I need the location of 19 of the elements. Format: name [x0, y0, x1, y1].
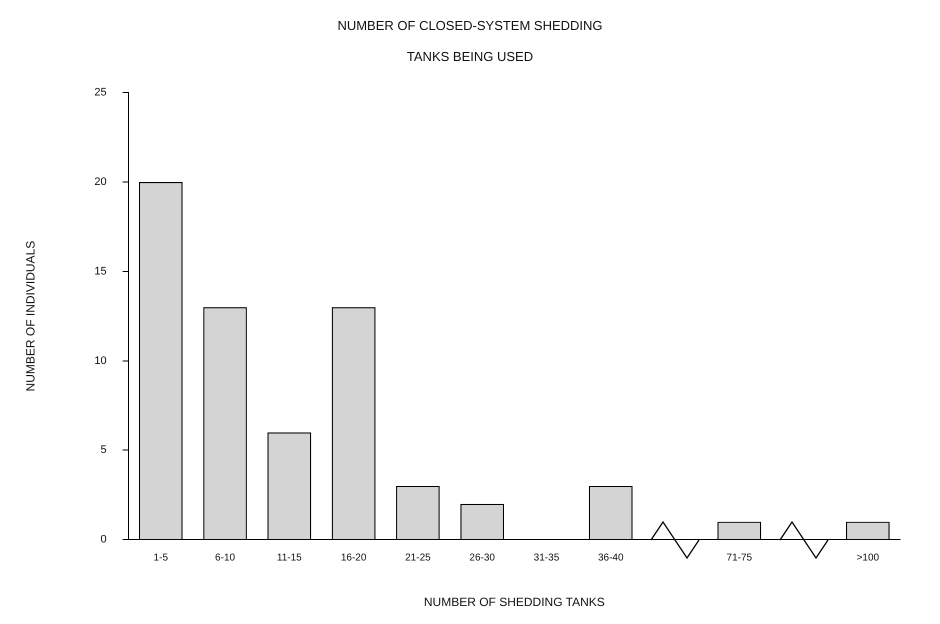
x-tick-label: 26-30 [469, 552, 496, 564]
x-axis-title: NUMBER OF SHEDDING TANKS [424, 595, 605, 610]
y-axis-title: NUMBER OF INDIVIDUALS [24, 240, 38, 392]
x-tick-label: 1-5 [154, 552, 168, 564]
y-tick-label: 25 [94, 86, 107, 99]
y-tick-label: 10 [94, 354, 107, 367]
x-tick-label: 11-15 [276, 552, 302, 564]
x-tick-label: 31-35 [534, 552, 560, 564]
x-tick-label: 21-25 [405, 552, 432, 564]
x-tick-label: >100 [856, 552, 880, 564]
y-tick-label: 15 [94, 265, 107, 278]
x-tick-label: 36-40 [598, 552, 624, 564]
x-tick-label: 71-75 [726, 552, 753, 564]
chart-title: NUMBER OF CLOSED-SYSTEM SHEDDING TANKS BEING USED [337, 18, 603, 64]
x-tick-label: 16-20 [340, 552, 367, 564]
x-tick-label: 6-10 [215, 552, 236, 564]
y-tick-label: 20 [94, 176, 107, 188]
y-tick-label: 0 [100, 534, 107, 546]
y-tick-label: 5 [100, 444, 107, 456]
